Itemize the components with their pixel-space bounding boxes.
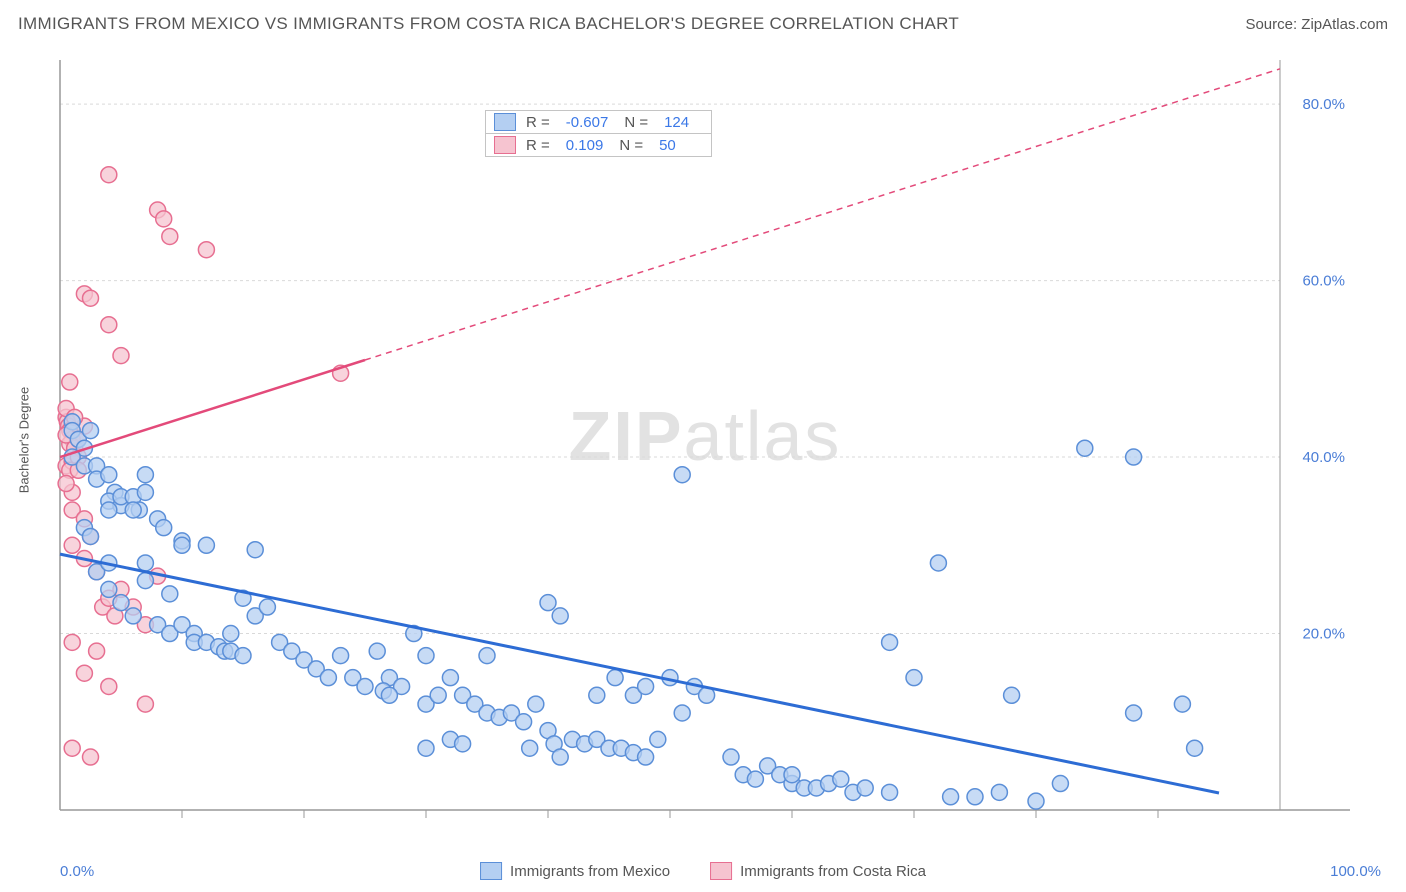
legend-row-costarica: R = 0.109 N = 50 (486, 134, 711, 156)
svg-text:80.0%: 80.0% (1302, 96, 1345, 113)
svg-text:60.0%: 60.0% (1302, 273, 1345, 290)
legend-item-costarica: Immigrants from Costa Rica (710, 862, 926, 880)
swatch-mexico (494, 113, 516, 131)
y-axis-label: Bachelor's Degree (17, 387, 32, 494)
series-label: Immigrants from Mexico (510, 863, 670, 880)
swatch-mexico (480, 862, 502, 880)
source-label: Source: ZipAtlas.com (1245, 16, 1388, 33)
scatter-plot: 20.0% 40.0% 60.0% 80.0% (55, 55, 1355, 825)
legend-n-label: N = (624, 114, 648, 131)
chart-area: ZIPatlas 20.0%40.0%60.0%80.0% R = -0.607… (55, 55, 1355, 825)
series-legend: Immigrants from Mexico Immigrants from C… (480, 862, 926, 880)
svg-text:20.0%: 20.0% (1302, 626, 1345, 643)
swatch-costarica (494, 136, 516, 154)
swatch-costarica (710, 862, 732, 880)
correlation-legend: R = -0.607 N = 124 R = 0.109 N = 50 (485, 110, 712, 157)
legend-r-value: 0.109 (560, 137, 610, 154)
legend-r-label: R = (526, 114, 550, 131)
chart-title: IMMIGRANTS FROM MEXICO VS IMMIGRANTS FRO… (18, 14, 959, 34)
legend-r-value: -0.607 (560, 114, 615, 131)
legend-n-value: 124 (658, 114, 695, 131)
legend-r-label: R = (526, 137, 550, 154)
series-label: Immigrants from Costa Rica (740, 863, 926, 880)
legend-item-mexico: Immigrants from Mexico (480, 862, 670, 880)
legend-n-value: 50 (653, 137, 682, 154)
x-axis-max-label: 100.0% (1330, 863, 1381, 880)
x-axis-min-label: 0.0% (60, 863, 94, 880)
legend-row-mexico: R = -0.607 N = 124 (486, 111, 711, 134)
svg-text:40.0%: 40.0% (1302, 449, 1345, 466)
legend-n-label: N = (619, 137, 643, 154)
